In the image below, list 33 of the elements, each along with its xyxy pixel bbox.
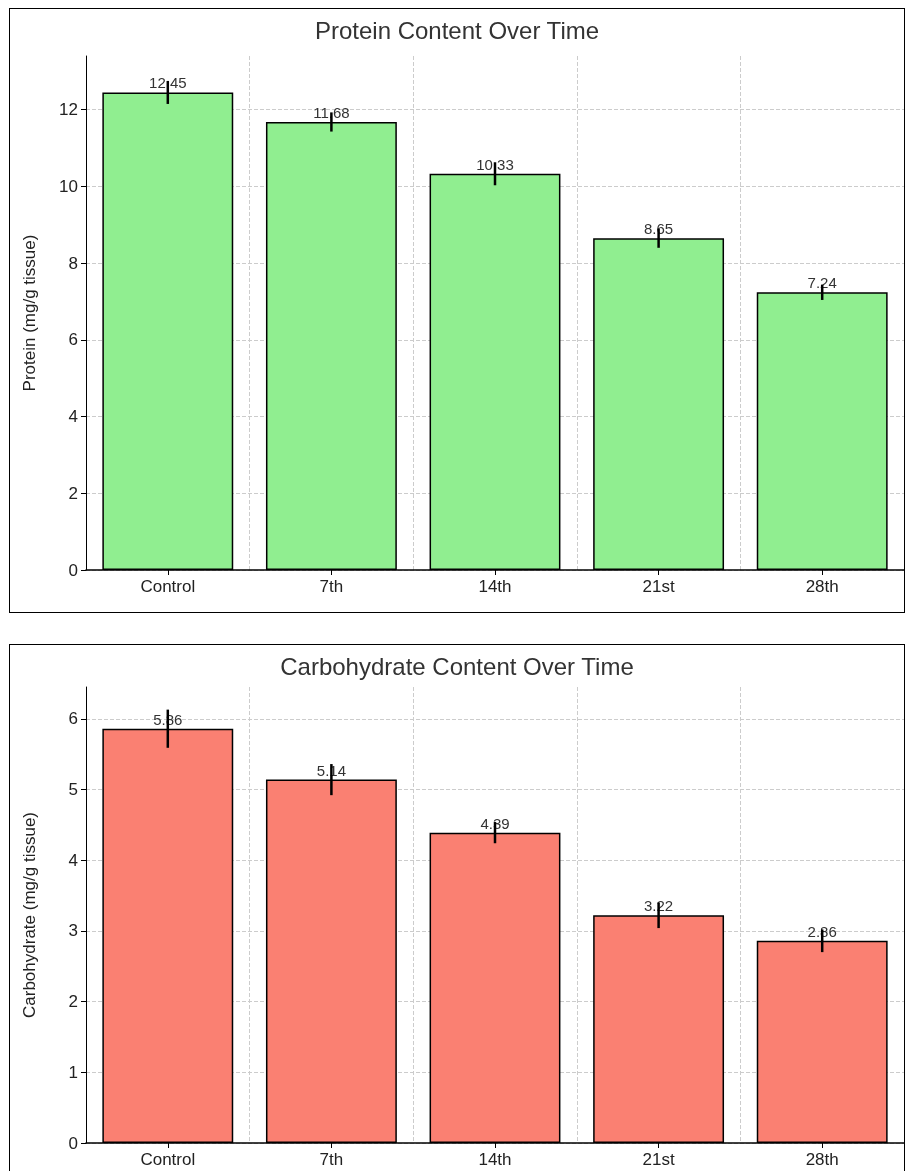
y-tick-label: 10 (59, 176, 78, 196)
data-label: 10.33 (476, 155, 514, 173)
x-tick-label: 7th (319, 1150, 344, 1169)
y-tick-label: 1 (68, 1062, 78, 1082)
x-tick-label: 21st (642, 577, 675, 596)
y-tick-label: 5 (68, 780, 78, 800)
data-label: 8.65 (644, 220, 674, 238)
y-tick-label: 2 (68, 483, 78, 503)
y-tick-label: 4 (68, 407, 78, 427)
x-tick-label: 28th (805, 577, 839, 596)
chart-title: Protein Content Over Time (314, 16, 600, 44)
y-tick-label: 3 (68, 921, 78, 941)
y-tick-label: 6 (68, 709, 78, 729)
y-tick-label: 12 (59, 100, 78, 120)
x-tick-label: 14th (478, 1150, 512, 1169)
y-tick-label: 6 (68, 330, 78, 350)
y-tick-label: 8 (68, 253, 78, 273)
y-tick-label: 0 (68, 560, 78, 580)
x-tick-label: 28th (805, 1150, 839, 1169)
x-tick-label: Control (140, 577, 196, 596)
y-tick-label: 4 (68, 850, 78, 870)
x-tick-label: 21st (642, 1150, 675, 1169)
data-label: 12.45 (149, 74, 187, 92)
x-tick-label: Control (140, 1150, 196, 1169)
data-label: 11.68 (313, 103, 350, 121)
chart-title: Carbohydrate Content Over Time (280, 652, 634, 680)
y-tick-label: 0 (68, 1133, 78, 1153)
y-tick-label: 2 (68, 992, 78, 1012)
x-tick-label: 14th (478, 577, 512, 596)
data-label: 4.39 (480, 814, 510, 832)
y-axis-title: Carbohydrate (mg/g tissue) (20, 812, 39, 1018)
y-axis-title: Protein (mg/g tissue) (20, 234, 39, 392)
x-tick-label: 7th (319, 577, 344, 596)
